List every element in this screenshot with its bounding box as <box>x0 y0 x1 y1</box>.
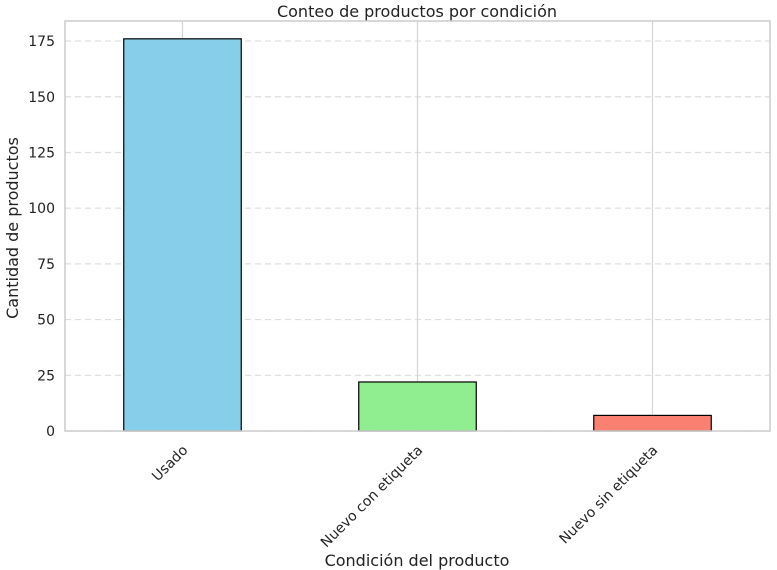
y-tick-label: 0 <box>46 424 55 440</box>
bar <box>358 381 477 432</box>
y-tick-label: 125 <box>28 145 55 161</box>
y-axis-label: Cantidad de productos <box>3 137 22 319</box>
x-tick-label: Nuevo con etiqueta <box>318 443 426 551</box>
plot-border <box>64 20 771 432</box>
y-tick-label: 25 <box>37 368 55 384</box>
chart-title: Conteo de productos por condición <box>277 2 557 21</box>
y-tick-label: 150 <box>28 90 55 106</box>
bar <box>123 38 242 432</box>
x-tick-label: Usado <box>149 443 191 485</box>
y-tick-label: 175 <box>28 34 55 50</box>
x-axis-ticks: Usado Nuevo con etiqueta Nuevo sin etiquet… <box>149 443 661 551</box>
y-tick-label: 75 <box>37 257 55 273</box>
bar <box>593 414 712 432</box>
grid-layer <box>65 21 770 432</box>
y-axis-ticks: 0 25 50 75 100 125 150 175 <box>28 34 55 440</box>
y-tick-label: 50 <box>37 313 55 329</box>
x-tick-label: Nuevo sin etiqueta <box>557 443 662 548</box>
bars-layer <box>123 38 712 432</box>
y-tick-label: 100 <box>28 201 55 217</box>
x-axis-label: Condición del producto <box>325 551 510 570</box>
plot-frame <box>64 20 771 432</box>
